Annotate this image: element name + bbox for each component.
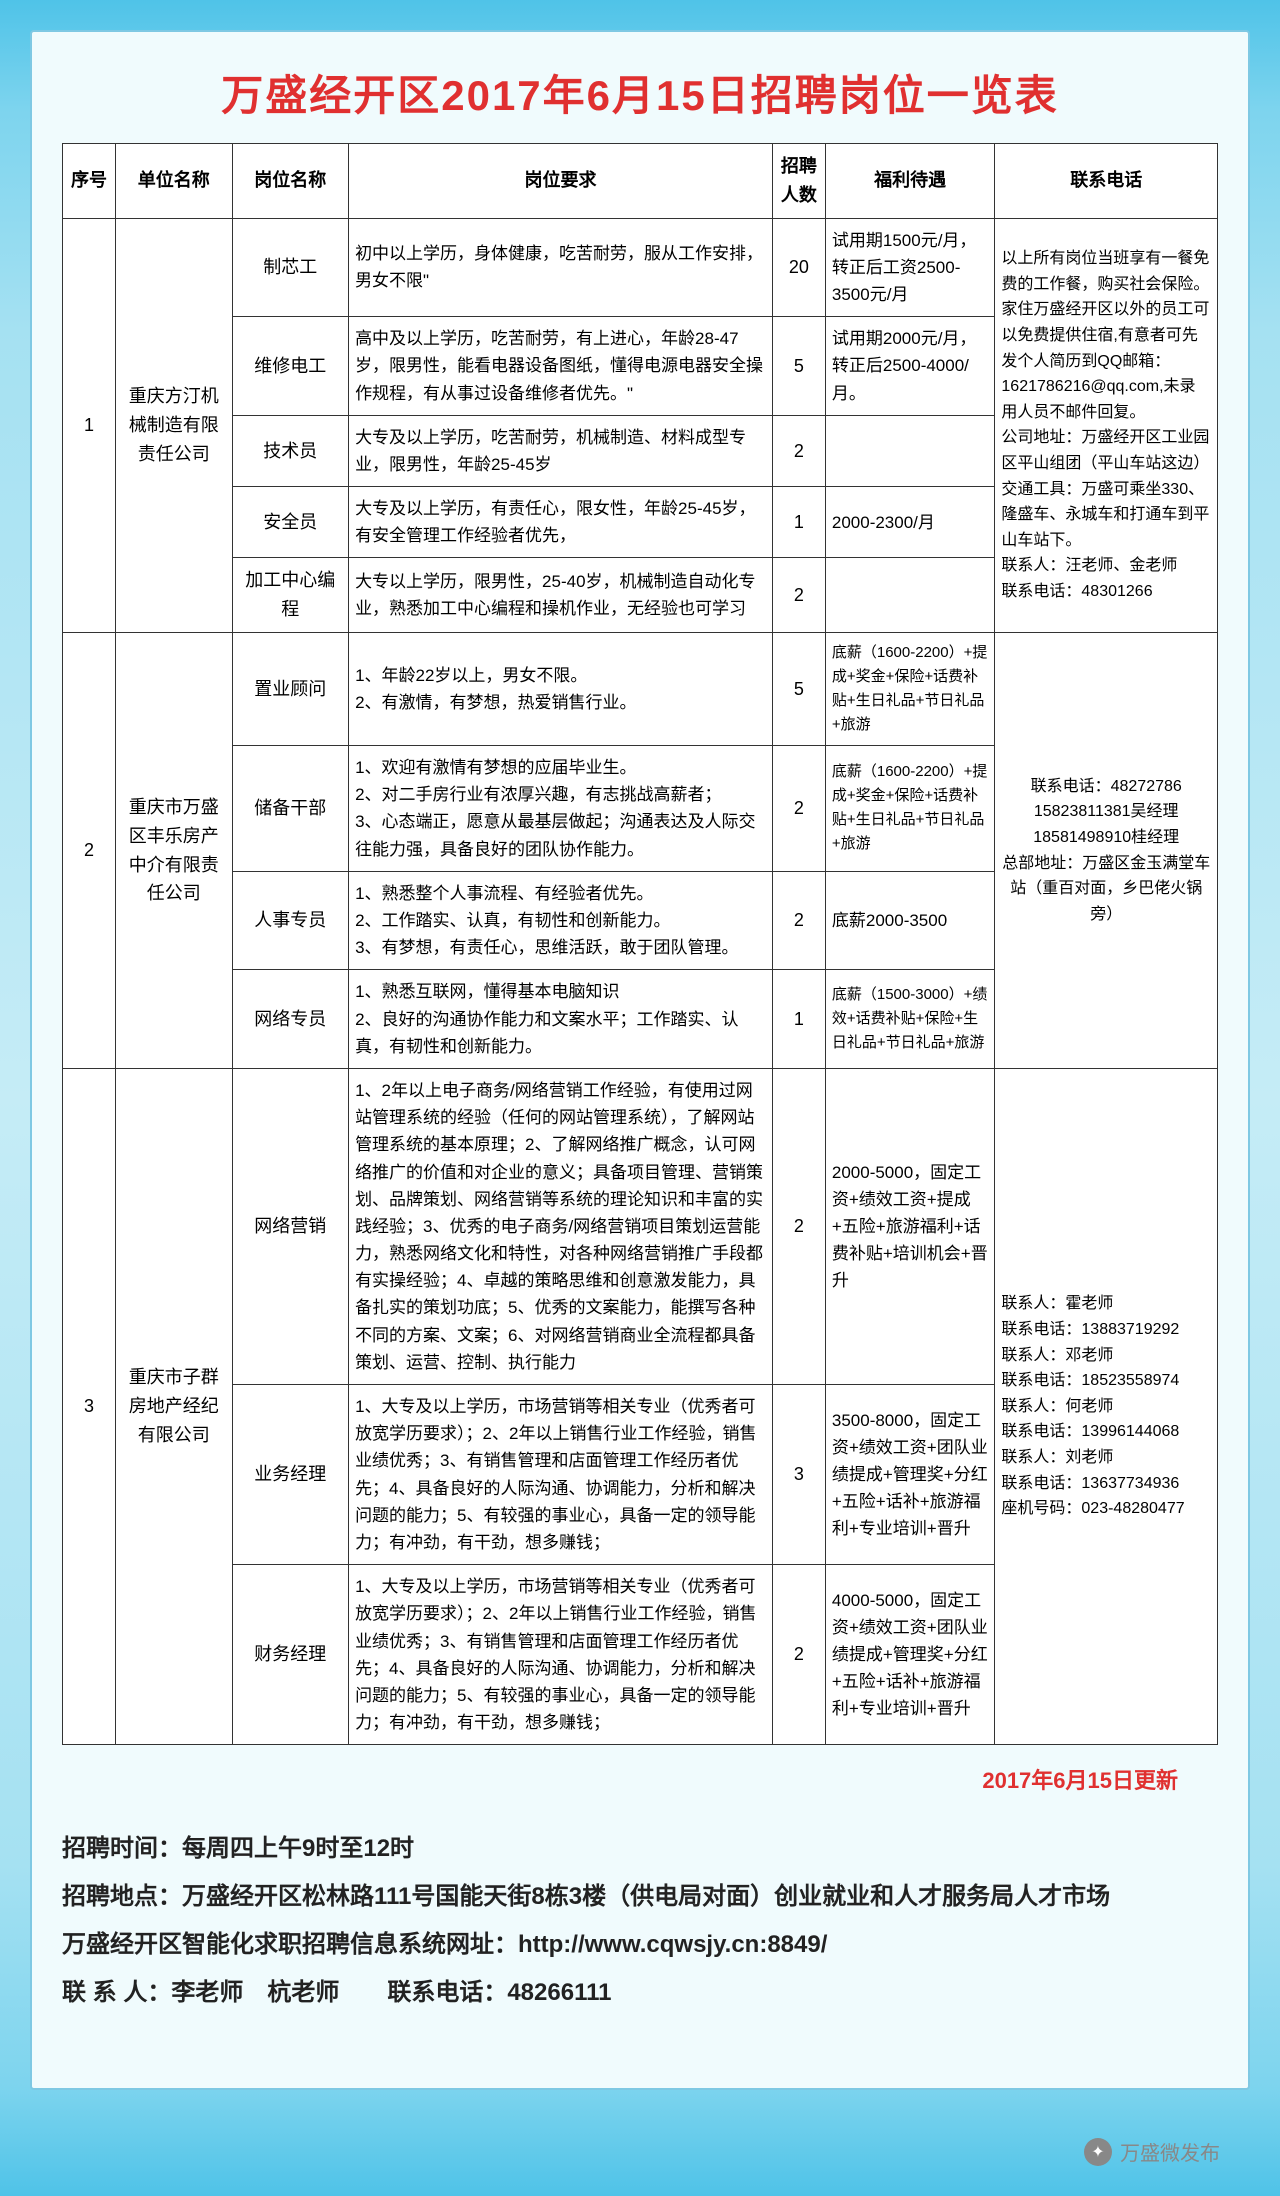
footer-address: 招聘地点：万盛经开区松林路111号国能天街8栋3楼（供电局对面）创业就业和人才服… (62, 1873, 1218, 1921)
cell-company: 重庆市子群房地产经纪有限公司 (115, 1068, 232, 1744)
cell-position: 网络专员 (232, 970, 349, 1069)
th-count: 招聘人数 (772, 144, 825, 219)
cell-position: 储备干部 (232, 746, 349, 872)
cell-req: 大专及以上学历，吃苦耐劳，机械制造、材料成型专业，限男性，年龄25-45岁 (349, 415, 773, 486)
cell-company: 重庆方汀机械制造有限责任公司 (115, 218, 232, 632)
cell-position: 网络营销 (232, 1068, 349, 1384)
cell-count: 2 (772, 1565, 825, 1745)
cell-benefit: 3500-8000，固定工资+绩效工资+团队业绩提成+管理奖+分红+五险+话补+… (825, 1385, 995, 1565)
cell-count: 2 (772, 1068, 825, 1384)
th-company: 单位名称 (115, 144, 232, 219)
cell-benefit: 4000-5000，固定工资+绩效工资+团队业绩提成+管理奖+分红+五险+话补+… (825, 1565, 995, 1745)
cell-benefit: 2000-5000，固定工资+绩效工资+提成+五险+旅游福利+话费补贴+培训机会… (825, 1068, 995, 1384)
cell-count: 1 (772, 487, 825, 558)
cell-count: 20 (772, 218, 825, 317)
cell-req: 1、欢迎有激情有梦想的应届毕业生。 2、对二手房行业有浓厚兴趣，有志挑战高薪者；… (349, 746, 773, 872)
cell-position: 维修电工 (232, 317, 349, 416)
cell-position: 人事专员 (232, 871, 349, 970)
cell-seq: 1 (63, 218, 116, 632)
cell-contact: 以上所有岗位当班享有一餐免费的工作餐，购买社会保险。家住万盛经开区以外的员工可以… (995, 218, 1218, 632)
footer-url: 万盛经开区智能化求职招聘信息系统网址：http://www.cqwsjy.cn:… (62, 1921, 1218, 1969)
cell-benefit (825, 558, 995, 633)
cell-req: 1、大专及以上学历，市场营销等相关专业（优秀者可放宽学历要求）；2、2年以上销售… (349, 1565, 773, 1745)
footer-time: 招聘时间：每周四上午9时至12时 (62, 1825, 1218, 1873)
cell-contact: 联系人：霍老师 联系电话：13883719292 联系人：邓老师 联系电话：18… (995, 1068, 1218, 1744)
cell-benefit: 2000-2300/月 (825, 487, 995, 558)
cell-benefit: 试用期1500元/月，转正后工资2500-3500元/月 (825, 218, 995, 317)
watermark: ✦ 万盛微发布 (1084, 2137, 1220, 2166)
cell-position: 业务经理 (232, 1385, 349, 1565)
cell-req: 1、大专及以上学历，市场营销等相关专业（优秀者可放宽学历要求）；2、2年以上销售… (349, 1385, 773, 1565)
th-req: 岗位要求 (349, 144, 773, 219)
th-seq: 序号 (63, 144, 116, 219)
cell-count: 5 (772, 633, 825, 746)
cell-position: 加工中心编程 (232, 558, 349, 633)
cell-count: 2 (772, 871, 825, 970)
cell-benefit: 试用期2000元/月，转正后2500-4000/月。 (825, 317, 995, 416)
cell-count: 3 (772, 1385, 825, 1565)
cell-benefit: 底薪（1600-2200）+提成+奖金+保险+话费补贴+生日礼品+节日礼品+旅游 (825, 633, 995, 746)
table-row: 3 重庆市子群房地产经纪有限公司 网络营销 1、2年以上电子商务/网络营销工作经… (63, 1068, 1218, 1384)
cell-req: 大专以上学历，限男性，25-40岁，机械制造自动化专业，熟悉加工中心编程和操机作… (349, 558, 773, 633)
cell-req: 1、熟悉互联网，懂得基本电脑知识 2、良好的沟通协作能力和文案水平；工作踏实、认… (349, 970, 773, 1069)
cell-req: 初中以上学历，身体健康，吃苦耐劳，服从工作安排，男女不限" (349, 218, 773, 317)
cell-position: 技术员 (232, 415, 349, 486)
page-title: 万盛经开区2017年6月15日招聘岗位一览表 (62, 62, 1218, 123)
cell-contact: 联系电话：48272786 15823811381吴经理 18581498910… (995, 633, 1218, 1069)
cell-benefit: 底薪2000-3500 (825, 871, 995, 970)
cell-req: 1、2年以上电子商务/网络营销工作经验，有使用过网站管理系统的经验（任何的网站管… (349, 1068, 773, 1384)
th-position: 岗位名称 (232, 144, 349, 219)
cell-count: 2 (772, 746, 825, 872)
cell-company: 重庆市万盛区丰乐房产中介有限责任公司 (115, 633, 232, 1069)
cell-req: 1、年龄22岁以上，男女不限。 2、有激情，有梦想，热爱销售行业。 (349, 633, 773, 746)
th-contact: 联系电话 (995, 144, 1218, 219)
watermark-text: 万盛微发布 (1120, 2137, 1220, 2166)
cell-position: 安全员 (232, 487, 349, 558)
table-row: 2 重庆市万盛区丰乐房产中介有限责任公司 置业顾问 1、年龄22岁以上，男女不限… (63, 633, 1218, 746)
update-date: 2017年6月15日更新 (62, 1763, 1178, 1795)
cell-count: 2 (772, 558, 825, 633)
cell-req: 1、熟悉整个人事流程、有经验者优先。 2、工作踏实、认真，有韧性和创新能力。 3… (349, 871, 773, 970)
cell-position: 置业顾问 (232, 633, 349, 746)
cell-count: 2 (772, 415, 825, 486)
footer-info: 招聘时间：每周四上午9时至12时 招聘地点：万盛经开区松林路111号国能天街8栋… (62, 1825, 1218, 2017)
cell-position: 财务经理 (232, 1565, 349, 1745)
job-table: 序号 单位名称 岗位名称 岗位要求 招聘人数 福利待遇 联系电话 1 重庆方汀机… (62, 143, 1218, 1745)
cell-req: 大专及以上学历，有责任心，限女性，年龄25-45岁，有安全管理工作经验者优先， (349, 487, 773, 558)
cell-benefit: 底薪（1500-3000）+绩效+话费补贴+保险+生日礼品+节日礼品+旅游 (825, 970, 995, 1069)
cell-benefit (825, 415, 995, 486)
cell-req: 高中及以上学历，吃苦耐劳，有上进心，年龄28-47岁，限男性，能看电器设备图纸，… (349, 317, 773, 416)
cell-count: 1 (772, 970, 825, 1069)
wechat-icon: ✦ (1084, 2138, 1112, 2166)
cell-seq: 2 (63, 633, 116, 1069)
table-row: 1 重庆方汀机械制造有限责任公司 制芯工 初中以上学历，身体健康，吃苦耐劳，服从… (63, 218, 1218, 317)
th-benefit: 福利待遇 (825, 144, 995, 219)
footer-contact: 联 系 人：李老师 杭老师 联系电话：48266111 (62, 1969, 1218, 2017)
cell-seq: 3 (63, 1068, 116, 1744)
cell-position: 制芯工 (232, 218, 349, 317)
cell-benefit: 底薪（1600-2200）+提成+奖金+保险+话费补贴+生日礼品+节日礼品+旅游 (825, 746, 995, 872)
cell-count: 5 (772, 317, 825, 416)
